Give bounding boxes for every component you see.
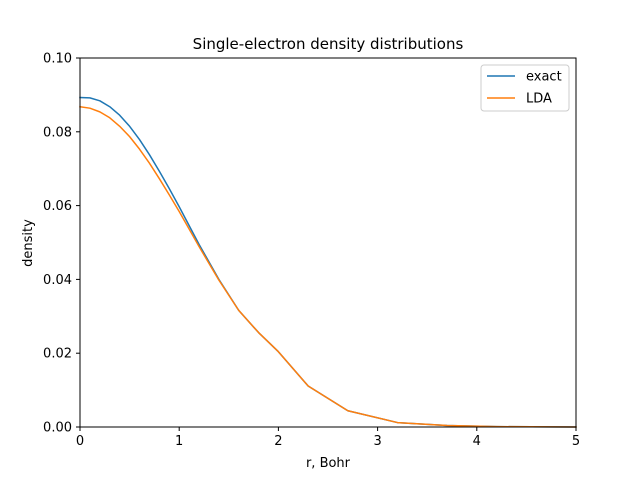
series-layer [79,96,577,428]
y-tick-label: 0.10 [43,52,72,67]
y-tick-label: 0.04 [43,273,72,288]
series-line-lda [79,105,577,428]
x-axis: 0 1 2 3 4 5 [76,427,580,449]
x-tick-label: 1 [175,434,183,449]
x-tick-label: 0 [76,434,84,449]
y-axis-label: density [21,219,36,267]
y-tick-label: 0.00 [43,421,72,436]
x-tick-label: 5 [572,434,580,449]
legend: exact LDA [480,64,570,112]
chart-title: Single-electron density distributions [193,35,464,53]
legend-label-lda: LDA [526,92,552,107]
legend-label-exact: exact [526,70,562,85]
x-axis-label: r, Bohr [306,456,351,471]
y-tick-label: 0.08 [43,125,72,140]
x-tick-label: 3 [373,434,381,449]
y-tick-label: 0.02 [43,347,72,362]
x-tick-label: 4 [473,434,481,449]
y-tick-label: 0.06 [43,199,72,214]
plot-frame [79,57,577,428]
y-axis: 0.00 0.02 0.04 0.06 0.08 0.10 [43,52,80,436]
x-tick-label: 2 [274,434,282,449]
